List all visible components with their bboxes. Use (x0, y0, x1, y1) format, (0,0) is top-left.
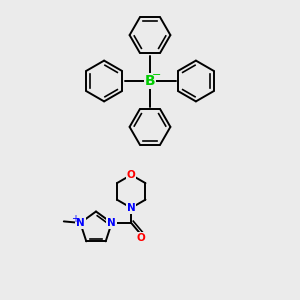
Text: −: − (152, 70, 161, 80)
Text: N: N (107, 218, 116, 228)
Text: +: + (71, 214, 80, 224)
Text: O: O (136, 233, 145, 243)
Text: N: N (127, 203, 136, 213)
Text: B: B (145, 74, 155, 88)
Text: O: O (127, 170, 136, 180)
Text: N: N (76, 218, 85, 228)
